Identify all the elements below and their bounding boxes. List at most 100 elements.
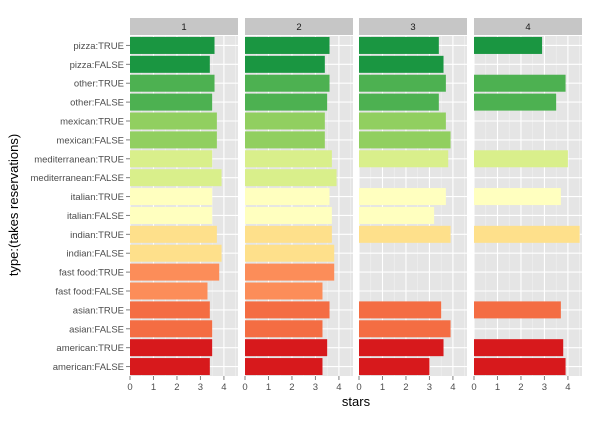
bar bbox=[245, 358, 323, 376]
bar bbox=[245, 225, 332, 243]
bar bbox=[474, 150, 568, 168]
bar bbox=[245, 55, 325, 73]
bar bbox=[359, 188, 446, 206]
y-tick-label: italian:TRUE bbox=[71, 192, 124, 203]
bar bbox=[130, 282, 208, 300]
facet-strip bbox=[130, 18, 238, 35]
bar bbox=[359, 36, 439, 54]
y-tick-label: pizza:FALSE bbox=[70, 60, 124, 71]
bar bbox=[245, 320, 323, 338]
facet-panel-2: 2 0 1 2 3 4 bbox=[242, 18, 353, 393]
facet-strip-label: 4 bbox=[525, 22, 530, 33]
bar bbox=[474, 93, 557, 111]
bar bbox=[245, 150, 332, 168]
y-tick-label: american:TRUE bbox=[56, 343, 124, 354]
bar bbox=[130, 320, 213, 338]
bar bbox=[245, 206, 332, 224]
bar bbox=[474, 74, 566, 92]
x-tick-label: 2 bbox=[174, 382, 179, 393]
facet-panel-3: 3 0 1 2 3 4 bbox=[356, 18, 467, 393]
x-tick-label: 3 bbox=[198, 382, 203, 393]
y-tick-label: indian:TRUE bbox=[70, 230, 124, 241]
bar bbox=[130, 93, 213, 111]
x-tick-label: 0 bbox=[242, 382, 247, 393]
bar bbox=[245, 74, 330, 92]
y-tick-label: asian:FALSE bbox=[69, 324, 124, 335]
bar bbox=[474, 225, 580, 243]
bar bbox=[474, 188, 561, 206]
panels: 1 0 1 2 3 4 2 0 1 2 3 4 3 0 1 2 3 4 4 0 1 2 3 4 bbox=[127, 18, 582, 393]
x-tick-label: 1 bbox=[266, 382, 271, 393]
bar bbox=[474, 358, 566, 376]
y-tick-labels: pizza:TRUE pizza:FALSE other:TRUE other:FAL… bbox=[31, 41, 130, 373]
facet-strip bbox=[474, 18, 582, 35]
bar bbox=[359, 55, 444, 73]
x-tick-label: 2 bbox=[289, 382, 294, 393]
bar bbox=[359, 206, 435, 224]
y-tick-label: mediterranean:TRUE bbox=[34, 154, 124, 165]
x-tick-label: 4 bbox=[336, 382, 341, 393]
y-tick-label: american:FALSE bbox=[53, 362, 124, 373]
x-tick-label: 3 bbox=[313, 382, 318, 393]
bar bbox=[130, 206, 213, 224]
y-tick-label: asian:TRUE bbox=[73, 305, 124, 316]
x-tick-label: 1 bbox=[380, 382, 385, 393]
facet-strip bbox=[359, 18, 467, 35]
y-tick-label: other:FALSE bbox=[70, 98, 124, 109]
bar bbox=[245, 188, 330, 206]
x-tick-label: 1 bbox=[495, 382, 500, 393]
facet-strip-label: 1 bbox=[181, 22, 186, 33]
bar bbox=[130, 55, 210, 73]
bar bbox=[130, 36, 215, 54]
x-tick-label: 2 bbox=[518, 382, 523, 393]
facet-strip bbox=[245, 18, 353, 35]
facet-panel-1: 1 0 1 2 3 4 bbox=[127, 18, 238, 393]
bar bbox=[130, 301, 210, 319]
bar bbox=[130, 112, 217, 130]
bar bbox=[130, 263, 220, 281]
bar bbox=[130, 169, 222, 187]
bar bbox=[359, 74, 446, 92]
bar bbox=[359, 320, 451, 338]
bar bbox=[474, 339, 564, 357]
bar bbox=[130, 358, 210, 376]
bar bbox=[130, 150, 213, 168]
panel-background bbox=[474, 36, 582, 376]
bar bbox=[245, 282, 323, 300]
bar bbox=[130, 225, 217, 243]
bar bbox=[130, 74, 215, 92]
bar bbox=[245, 339, 328, 357]
x-tick-label: 3 bbox=[542, 382, 547, 393]
y-tick-label: italian:FALSE bbox=[67, 211, 124, 222]
x-tick-label: 2 bbox=[403, 382, 408, 393]
x-tick-label: 3 bbox=[427, 382, 432, 393]
x-tick-label: 1 bbox=[151, 382, 156, 393]
x-axis-title: stars bbox=[342, 394, 371, 409]
bar bbox=[245, 244, 335, 262]
x-tick-label: 4 bbox=[450, 382, 455, 393]
x-tick-label: 0 bbox=[356, 382, 361, 393]
facet-strip-label: 3 bbox=[410, 22, 415, 33]
y-tick-label: fast food:TRUE bbox=[59, 268, 124, 279]
facet-panel-4: 4 0 1 2 3 4 bbox=[471, 18, 582, 393]
x-tick-label: 4 bbox=[221, 382, 226, 393]
x-tick-label: 0 bbox=[127, 382, 132, 393]
x-tick-label: 4 bbox=[565, 382, 570, 393]
bar bbox=[130, 188, 213, 206]
y-tick-label: indian:FALSE bbox=[66, 249, 124, 260]
bar bbox=[130, 339, 213, 357]
bar bbox=[474, 36, 543, 54]
bar bbox=[359, 358, 430, 376]
bar bbox=[245, 93, 328, 111]
bar bbox=[359, 93, 439, 111]
y-tick-label: mexican:FALSE bbox=[56, 135, 124, 146]
bar bbox=[359, 131, 451, 149]
y-tick-label: mexican:TRUE bbox=[60, 117, 124, 128]
bar bbox=[359, 150, 449, 168]
y-tick-label: pizza:TRUE bbox=[73, 41, 124, 52]
bar bbox=[359, 339, 444, 357]
panel-background bbox=[130, 36, 238, 376]
bar bbox=[245, 36, 330, 54]
